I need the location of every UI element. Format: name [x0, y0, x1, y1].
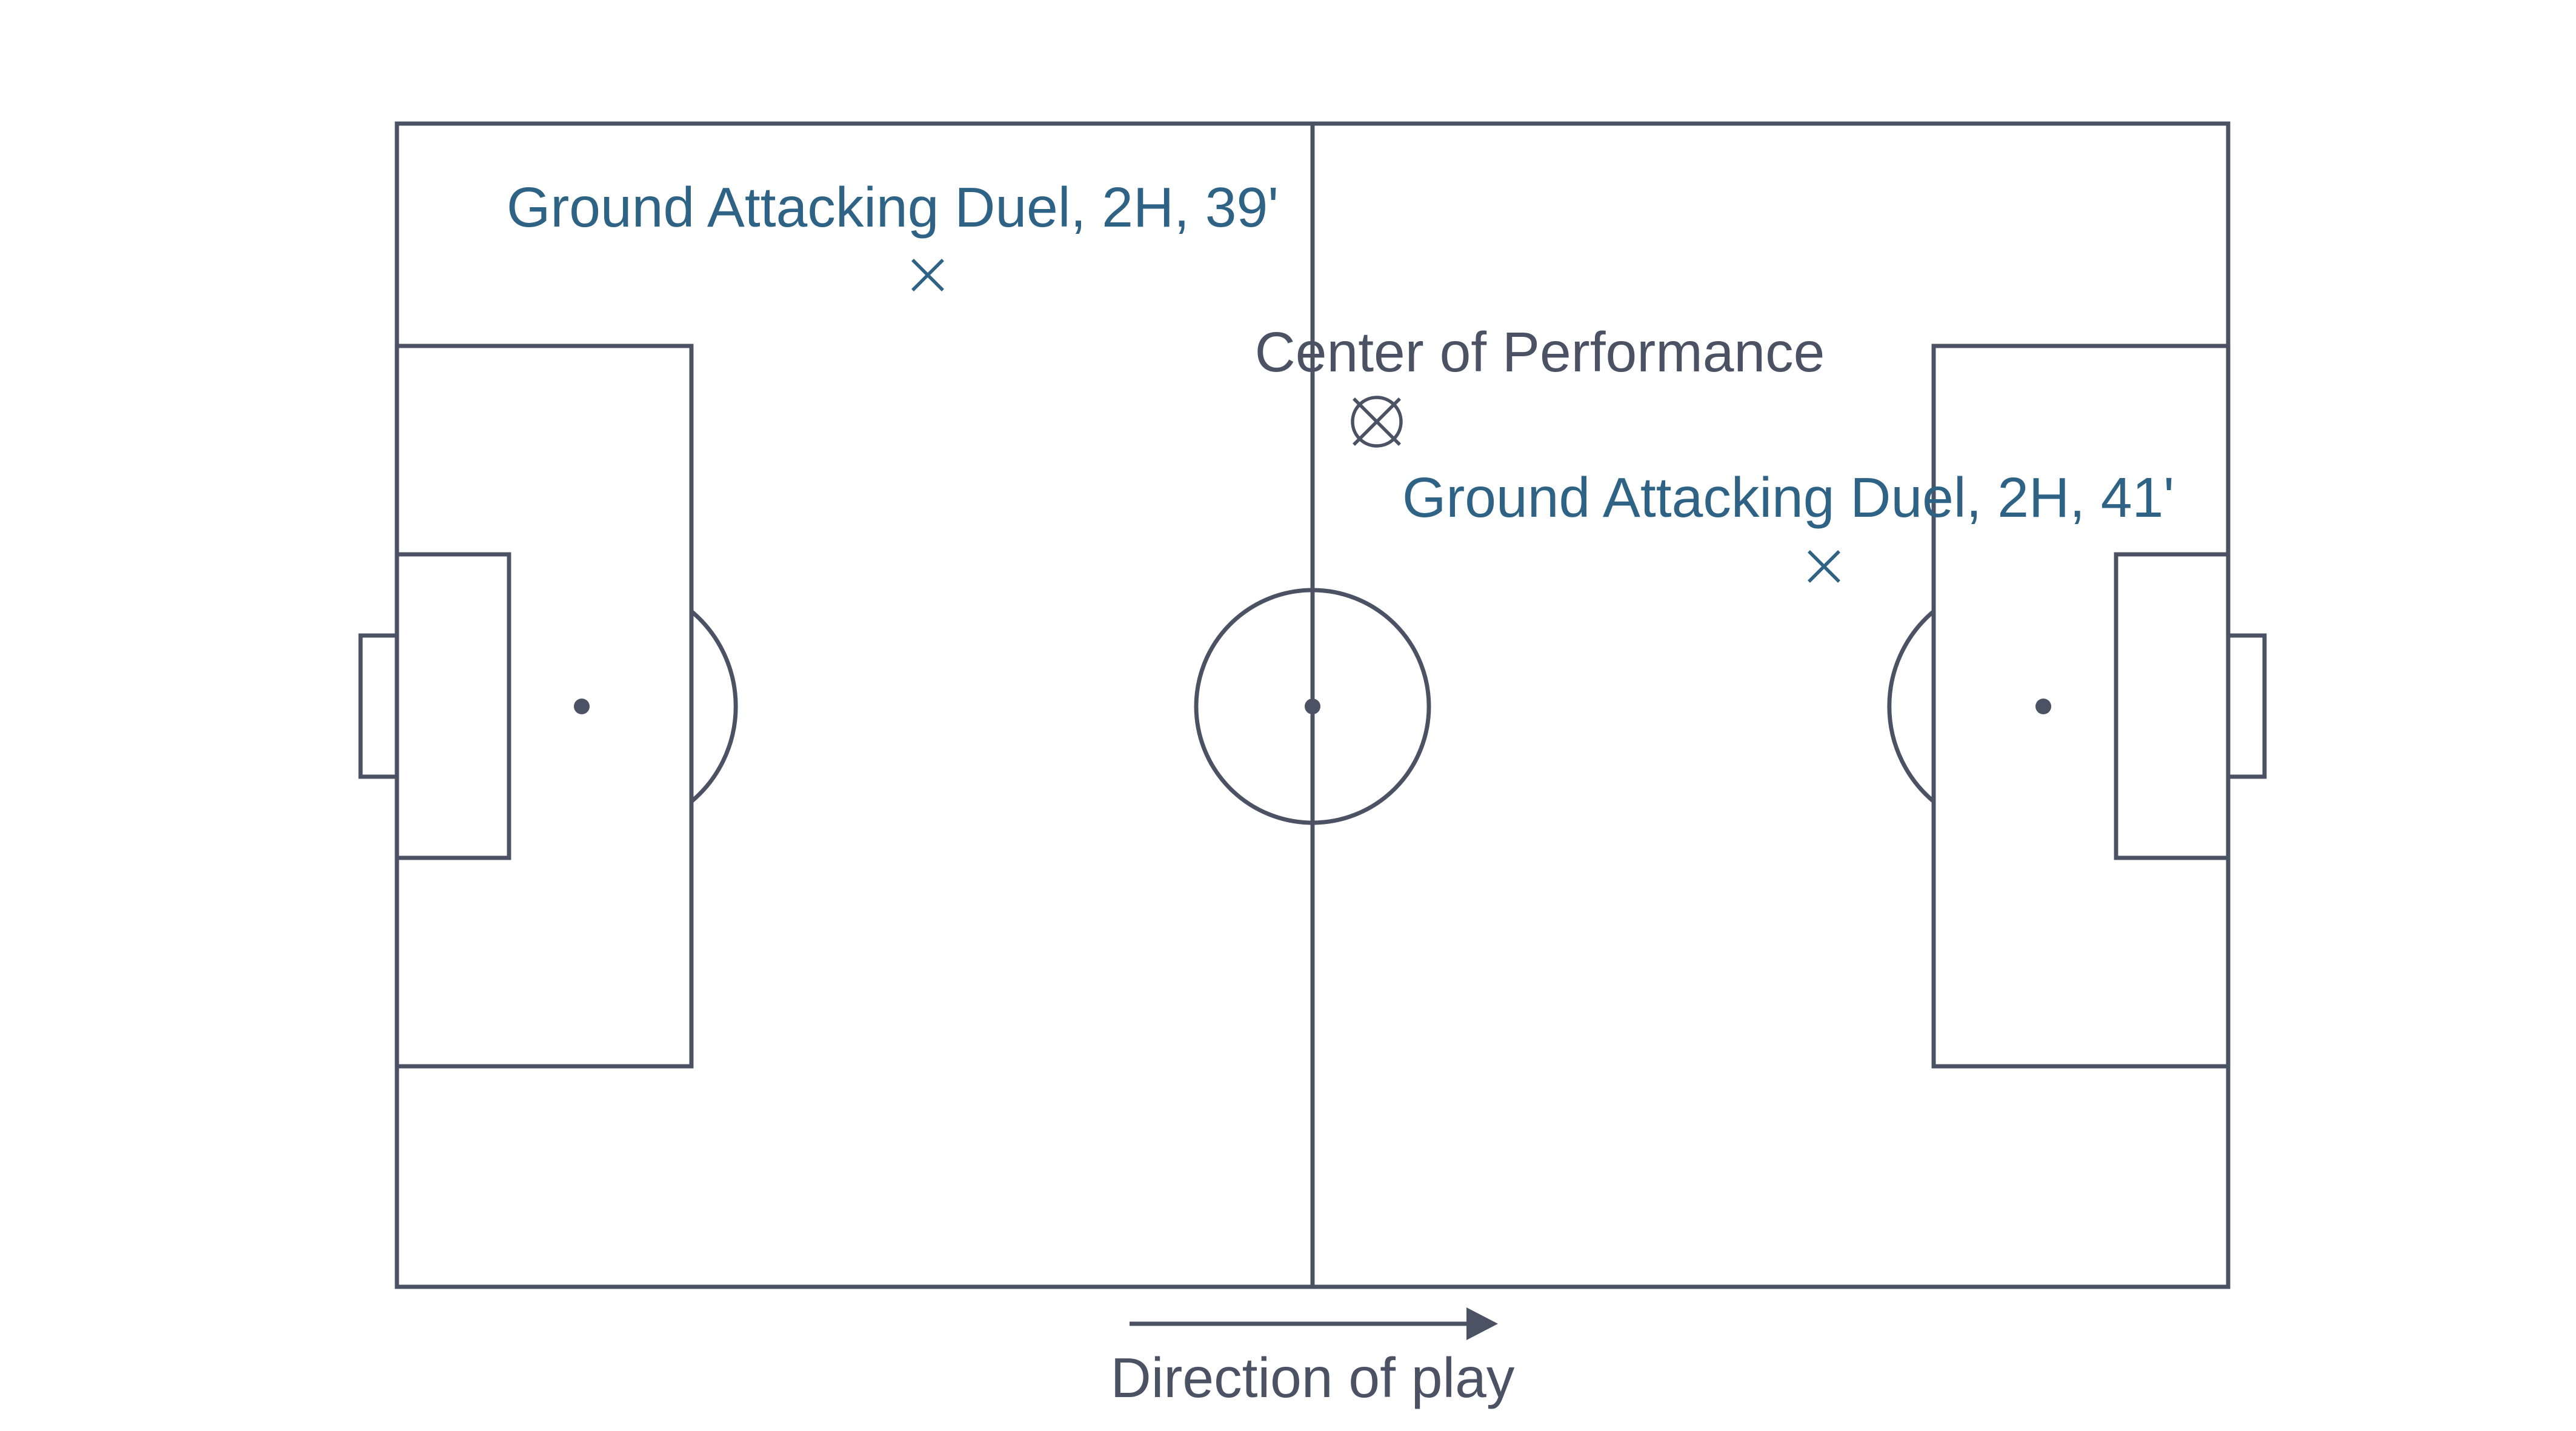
left-penalty-arc: [690, 609, 738, 803]
x-icon: [911, 259, 944, 291]
left-six-yard-box: [394, 552, 511, 860]
event-marker-2: Ground Attacking Duel, 2H, 41': [1402, 466, 2174, 583]
arrow-right-icon: [1130, 1307, 1498, 1340]
center-spot: [1305, 699, 1320, 714]
center-of-performance: Center of Performance: [1255, 320, 1825, 448]
event-marker-1: Ground Attacking Duel, 2H, 39': [507, 176, 1279, 291]
x-icon: [1808, 550, 1840, 583]
direction-label: Direction of play: [1111, 1346, 1515, 1409]
circled-x-icon: [1351, 396, 1403, 448]
event-label: Ground Attacking Duel, 2H, 39': [507, 176, 1279, 239]
right-six-yard-box: [2114, 552, 2231, 860]
right-penalty-box: [1931, 344, 2231, 1069]
center-circle: [1194, 588, 1431, 825]
right-penalty-spot: [2035, 699, 2051, 714]
event-label: Ground Attacking Duel, 2H, 41': [1402, 466, 2174, 529]
center-of-performance-label: Center of Performance: [1255, 320, 1825, 383]
direction-of-play: Direction of play: [1111, 1307, 1515, 1409]
left-goal: [358, 633, 399, 779]
right-goal: [2226, 633, 2267, 779]
right-penalty-arc: [1887, 609, 1935, 803]
pitch-markings: [358, 121, 2267, 1289]
left-penalty-box: [394, 344, 694, 1069]
left-penalty-spot: [574, 699, 590, 714]
